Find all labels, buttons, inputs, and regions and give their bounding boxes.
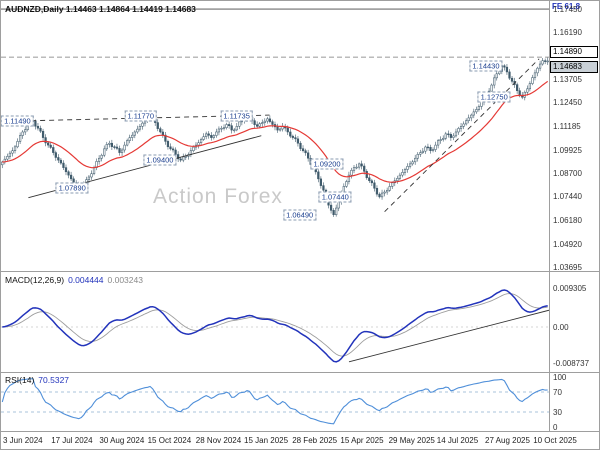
price-axis-label: 1.07440 (553, 192, 582, 202)
price-axis-label: 1.03695 (553, 262, 582, 272)
price-axis-label: 1.04920 (553, 239, 582, 249)
price-level-tag[interactable]: 1.09400 (143, 154, 177, 166)
date-axis-label: 10 Oct 2025 (533, 436, 577, 445)
date-axis-label: 27 Aug 2025 (485, 436, 530, 445)
hline-price-label: 1.14890 (550, 46, 598, 59)
price-axis-label: 1.11185 (553, 122, 581, 132)
price-axis-label: 1.12450 (553, 98, 582, 108)
price-level-tag[interactable]: 1.12750 (477, 91, 511, 103)
date-axis-divider (1, 431, 599, 432)
price-level-tag[interactable]: 1.07890 (55, 182, 89, 194)
macd-indicator-header: MACD(12,26,9) 0.004444 0.003243 (5, 275, 143, 285)
rsi-chart-canvas[interactable] (1, 373, 549, 431)
rsi-name: RSI(14) (5, 375, 35, 385)
rsi-axis-label: 100 (553, 372, 567, 382)
watermark: Action Forex (153, 185, 283, 208)
price-level-tag[interactable]: 1.09200 (310, 158, 344, 170)
axis-column-divider (549, 1, 550, 431)
date-axis-label: 15 Oct 2024 (147, 436, 192, 445)
pane-divider-rsi[interactable] (1, 372, 599, 373)
date-axis-label: 30 Aug 2024 (99, 436, 145, 445)
price-axis-label: 1.09925 (553, 145, 582, 155)
date-axis-label: 3 Jun 2024 (3, 436, 43, 445)
macd-axis-label: 0.00 (553, 322, 569, 332)
date-axis-label: 15 Apr 2025 (340, 436, 384, 445)
macd-name: MACD(12,26,9) (5, 275, 65, 285)
macd-signal-value: 0.003243 (107, 275, 143, 285)
price-axis-label: 1.13705 (553, 74, 582, 84)
rsi-indicator-header: RSI(14) 70.5327 (5, 375, 69, 385)
price-axis-label: 1.17450 (553, 4, 582, 14)
price-level-tag[interactable]: 1.11490 (1, 115, 34, 127)
date-axis-label: 28 Nov 2024 (195, 436, 242, 445)
price-axis-label: 1.08700 (553, 168, 582, 178)
pane-divider-macd[interactable] (1, 271, 599, 272)
date-axis[interactable]: 3 Jun 2024 17 Jul 2024 30 Aug 2024 15 Oct 2… (1, 432, 599, 449)
macd-axis[interactable]: 0.009305 0.00 -0.008737 (550, 272, 599, 372)
date-axis-label: 29 May 2025 (388, 436, 435, 445)
price-axis-label: 1.06180 (553, 216, 582, 226)
rsi-value: 70.5327 (38, 375, 70, 385)
rsi-axis-label: 70 (553, 387, 562, 397)
macd-value: 0.004444 (68, 275, 104, 285)
date-axis-label: 14 Jul 2025 (436, 436, 479, 445)
current-price-label: 1.14683 (550, 60, 598, 73)
price-level-tag[interactable]: 1.06490 (283, 209, 317, 221)
rsi-axis-label: 30 (553, 407, 562, 417)
price-chart-canvas[interactable] (1, 1, 549, 271)
price-level-tag[interactable]: 1.14430 (469, 60, 503, 72)
rsi-axis[interactable]: 100 70 30 0 (550, 372, 599, 432)
date-axis-label: 17 Jul 2024 (51, 436, 93, 445)
price-level-tag[interactable]: 1.07440 (318, 191, 352, 203)
price-axis[interactable]: 1.17450 1.16190 1.13705 1.12450 1.11185 1.099… (550, 1, 599, 272)
fib-expansion-label[interactable]: FE 61.8 (552, 2, 581, 11)
macd-chart-canvas[interactable] (1, 272, 549, 372)
macd-axis-label: 0.009305 (553, 283, 587, 293)
price-axis-label: 1.16190 (553, 28, 582, 38)
price-level-tag[interactable]: 1.11770 (124, 110, 158, 122)
date-axis-label: 28 Feb 2025 (292, 436, 338, 445)
symbol-ohlc-readout: AUDNZD,Daily 1.14463 1.14864 1.14419 1.1… (5, 4, 196, 14)
macd-axis-label: -0.008737 (553, 359, 590, 369)
rsi-axis-label: 0 (553, 422, 558, 432)
date-axis-label: 15 Jan 2025 (244, 436, 289, 445)
price-tag-layer: 1.11490 1.11770 1.11735 1.09400 1.07890 1.092… (1, 1, 549, 271)
price-level-tag[interactable]: 1.11735 (220, 110, 253, 122)
